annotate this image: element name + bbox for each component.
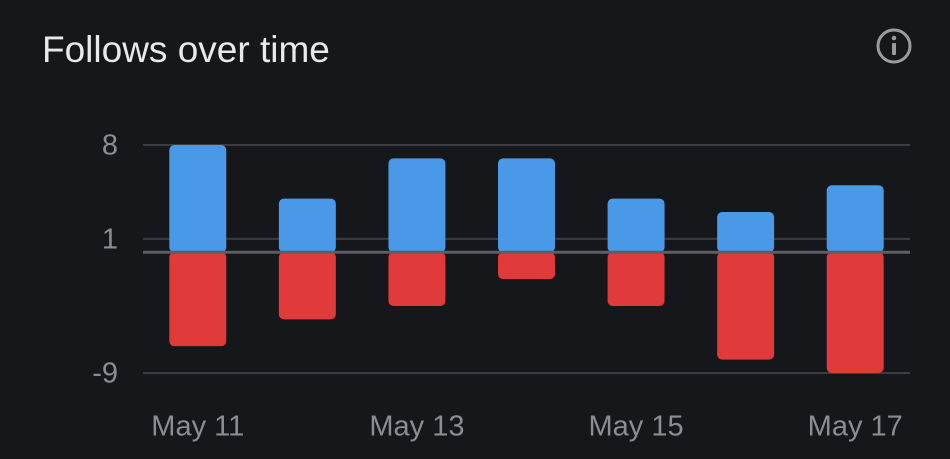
bar (826, 185, 884, 253)
x-tick-label: May 17 (808, 411, 903, 443)
y-tick-label: 8 (102, 130, 118, 162)
info-dot[interactable] (891, 35, 897, 41)
bar (607, 198, 665, 253)
bar (498, 158, 555, 253)
bar (278, 252, 336, 320)
bar (717, 252, 775, 360)
x-tick-label: May 11 (151, 411, 244, 443)
bar (169, 145, 227, 253)
bar (388, 252, 446, 306)
info-icon[interactable] (876, 28, 912, 64)
bar (607, 252, 665, 306)
chart-title: Follows over time (42, 29, 330, 70)
info-stem[interactable] (892, 43, 896, 55)
info-circle[interactable] (876, 28, 912, 64)
bar (717, 212, 775, 253)
bar (278, 198, 336, 253)
x-tick-label: May 15 (589, 411, 684, 443)
bar (826, 252, 884, 373)
bar (388, 158, 446, 253)
x-tick-label: May 13 (369, 411, 464, 443)
bar (169, 252, 227, 347)
y-tick-label: -9 (92, 358, 118, 390)
y-tick-label: 1 (102, 224, 118, 256)
bar (498, 252, 555, 280)
